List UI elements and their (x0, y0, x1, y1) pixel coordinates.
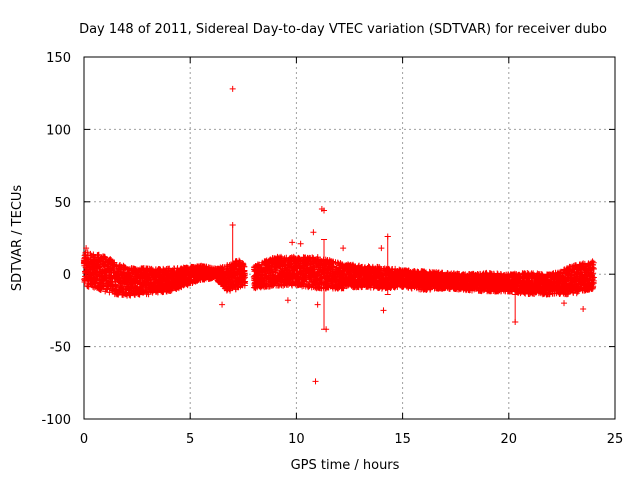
data-marks (80, 249, 597, 299)
grid-lines (84, 57, 615, 419)
data-point (101, 280, 108, 287)
data-point (112, 282, 119, 289)
plot-area-border (83, 56, 616, 420)
axis-ticks (83, 56, 616, 420)
data-point (109, 286, 116, 293)
data-point (96, 263, 103, 270)
data-point (167, 287, 174, 294)
